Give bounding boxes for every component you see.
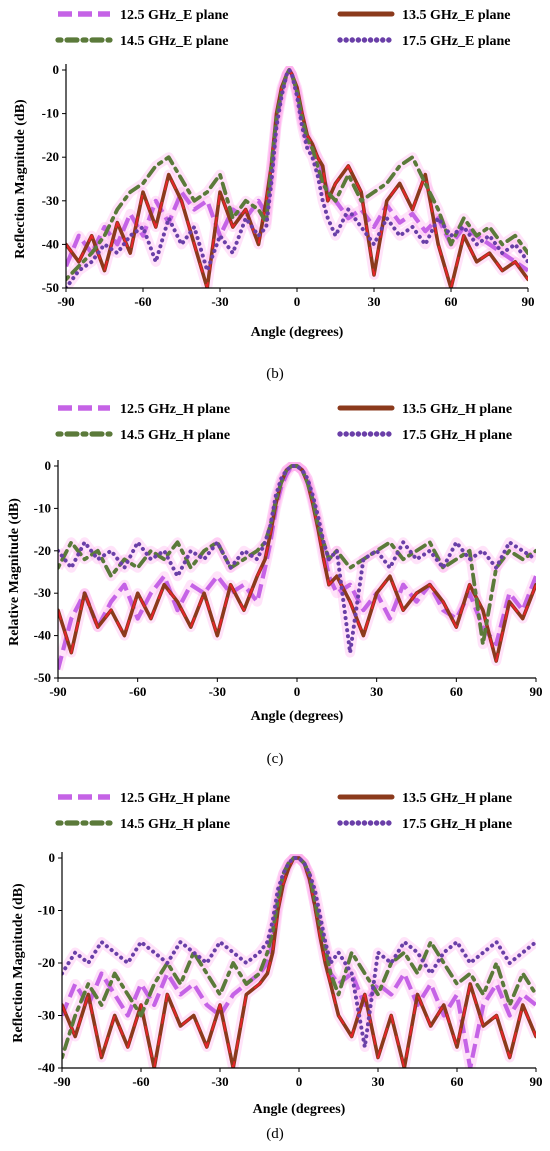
y-tick-label: -20 — [38, 955, 55, 970]
y-tick-label: -50 — [42, 280, 59, 295]
y-tick-label: -10 — [42, 106, 59, 121]
series-line — [58, 464, 536, 655]
x-tick-label: 0 — [296, 1074, 303, 1089]
y-tick-label: -20 — [42, 149, 59, 164]
y-tick-label: -10 — [34, 500, 51, 515]
x-tick-label: -90 — [53, 1074, 70, 1089]
x-axis-title: Angle (degrees) — [251, 325, 344, 340]
x-tick-label: -60 — [129, 684, 146, 699]
x-tick-label: 30 — [368, 294, 381, 309]
x-tick-label: -60 — [134, 294, 151, 309]
y-tick-label: -30 — [38, 1008, 55, 1023]
legend-item: 17.5 GHz_H plane — [337, 817, 512, 832]
y-tick-label: -40 — [34, 628, 51, 643]
x-tick-label: 0 — [294, 684, 301, 699]
panel-label: (b) — [266, 366, 284, 382]
x-tick-label: 30 — [372, 1074, 385, 1089]
x-tick-label: -60 — [132, 1074, 149, 1089]
x-axis-title: Angle (degrees) — [253, 1102, 346, 1117]
x-axis-title: Angle (degrees) — [251, 709, 344, 724]
legend-label: 13.5 GHz_H plane — [402, 402, 512, 417]
y-tick-label: -40 — [42, 236, 59, 251]
x-tick-label: -30 — [211, 1074, 228, 1089]
legend-label: 12.5 GHz_H plane — [120, 791, 230, 806]
legend-item: 17.5 GHz_H plane — [337, 428, 512, 443]
y-tick-label: -40 — [38, 1060, 55, 1075]
series-line — [66, 67, 528, 273]
legend-item: 13.5 GHz_H plane — [337, 791, 512, 806]
plot-area — [58, 462, 536, 671]
legend-item: 12.5 GHz_H plane — [58, 402, 230, 417]
y-tick-label: 0 — [49, 850, 56, 865]
legend-label: 12.5 GHz_E plane — [120, 8, 229, 23]
y-tick-label: 0 — [53, 62, 60, 77]
series-line — [66, 68, 528, 288]
x-tick-label: 60 — [451, 1074, 464, 1089]
series-line — [62, 856, 536, 1060]
plot-area — [62, 854, 536, 1068]
legend-item: 17.5 GHz_E plane — [337, 34, 511, 49]
legend-label: 12.5 GHz_H plane — [120, 402, 230, 417]
x-tick-label: -90 — [49, 684, 66, 699]
legend-label: 13.5 GHz_H plane — [402, 791, 512, 806]
x-tick-label: 0 — [294, 294, 301, 309]
panel-label: (d) — [266, 1126, 284, 1142]
y-axis-title: Reflection Magnitude (dB) — [11, 883, 26, 1043]
x-tick-label: 90 — [530, 684, 543, 699]
legend-label: 17.5 GHz_E plane — [402, 34, 511, 49]
plot-area — [66, 66, 528, 288]
y-axis-title: Relative Magnitude (dB) — [7, 498, 22, 646]
legend-item: 12.5 GHz_H plane — [58, 791, 230, 806]
legend-label: 17.5 GHz_H plane — [402, 817, 512, 832]
y-axis-title: Reflection Magnitude (dB) — [13, 99, 28, 259]
chart-panel: 12.5 GHz_H plane 13.5 GHz_H plane 14.5 GHz… — [11, 791, 543, 1142]
legend-item: 12.5 GHz_E plane — [58, 8, 229, 23]
legend-item: 14.5 GHz_H plane — [55, 817, 230, 832]
series-overlay — [66, 69, 528, 288]
legend-label: 14.5 GHz_H plane — [120, 817, 230, 832]
y-tick-label: -20 — [34, 543, 51, 558]
series-line — [62, 856, 536, 1049]
series-overlay — [62, 857, 536, 1068]
legend-item: 13.5 GHz_E plane — [337, 8, 511, 23]
legend-label: 14.5 GHz_E plane — [120, 34, 229, 49]
chart-panels: 12.5 GHz_E plane 13.5 GHz_E plane 14.5 GHz… — [7, 8, 543, 1142]
y-tick-label: -30 — [42, 193, 59, 208]
legend-item: 14.5 GHz_E plane — [55, 34, 229, 49]
legend-item: 13.5 GHz_H plane — [337, 402, 512, 417]
x-tick-label: -90 — [57, 294, 74, 309]
y-tick-label: -50 — [34, 670, 51, 685]
chart-panel: 12.5 GHz_E plane 13.5 GHz_E plane 14.5 GHz… — [13, 8, 535, 382]
x-tick-label: -30 — [209, 684, 226, 699]
y-tick-label: 0 — [45, 458, 52, 473]
legend-label: 13.5 GHz_E plane — [402, 8, 511, 23]
x-tick-label: 90 — [530, 1074, 543, 1089]
legend-label: 14.5 GHz_H plane — [120, 428, 230, 443]
x-tick-label: 60 — [450, 684, 463, 699]
x-tick-label: 90 — [522, 294, 535, 309]
legend-item: 14.5 GHz_H plane — [55, 428, 230, 443]
x-tick-label: 30 — [370, 684, 383, 699]
chart-panel: 12.5 GHz_H plane 13.5 GHz_H plane 14.5 GHz… — [7, 402, 543, 767]
legend-label: 17.5 GHz_H plane — [402, 428, 512, 443]
x-tick-label: -30 — [211, 294, 228, 309]
y-tick-label: -10 — [38, 903, 55, 918]
x-tick-label: 60 — [445, 294, 458, 309]
y-tick-label: -30 — [34, 585, 51, 600]
panel-label: (c) — [267, 751, 284, 767]
